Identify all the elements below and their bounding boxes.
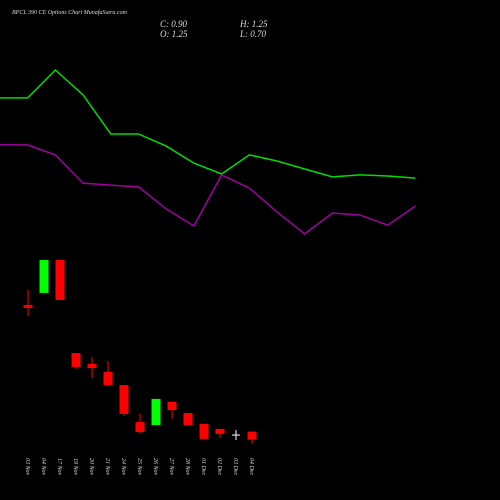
x-tick-label: 25 Nov (136, 458, 142, 476)
candle-body (247, 431, 257, 440)
candle-body (167, 401, 177, 411)
x-tick-label: 03 Nov (24, 458, 30, 476)
x-tick-label: 04 Nov (40, 458, 47, 476)
x-tick-label: 01 Dec (200, 458, 206, 475)
x-tick-label: 24 Nov (120, 458, 127, 476)
x-tick-label: 28 Nov (184, 458, 190, 476)
high-label: H: 1.25 (239, 19, 268, 29)
candle-body (103, 371, 113, 386)
close-label: C: 0.90 (160, 19, 188, 29)
candle-body (215, 428, 225, 434)
chart-title: BPCL 390 CE Options Chart MunafaSutra.co… (12, 9, 128, 16)
candle-body (55, 260, 65, 300)
indicator-line (0, 68, 416, 179)
candle-body (39, 260, 49, 293)
x-tick-label: 26 Nov (152, 458, 158, 476)
candle-body (135, 422, 145, 433)
x-tick-label: 21 Nov (104, 458, 110, 476)
candle-body (23, 304, 33, 308)
x-tick-label: 03 Dec (232, 458, 238, 475)
x-tick-label: 04 Dec (248, 458, 255, 475)
candle-body (119, 385, 129, 414)
low-label: L: 0.70 (239, 29, 267, 39)
candle-body (183, 413, 193, 426)
open-label: O: 1.25 (160, 29, 188, 39)
x-tick-label: 20 Nov (88, 458, 94, 476)
candle-body (199, 423, 209, 439)
x-tick-label: 17 Nov (56, 458, 62, 476)
indicator-line (0, 144, 416, 235)
candle-body (87, 363, 97, 369)
candle-body (71, 353, 81, 367)
candle-body (151, 398, 161, 426)
x-tick-label: 19 Nov (72, 458, 78, 476)
x-tick-label: 02 Dec (216, 458, 222, 475)
x-tick-label: 27 Nov (168, 458, 174, 476)
